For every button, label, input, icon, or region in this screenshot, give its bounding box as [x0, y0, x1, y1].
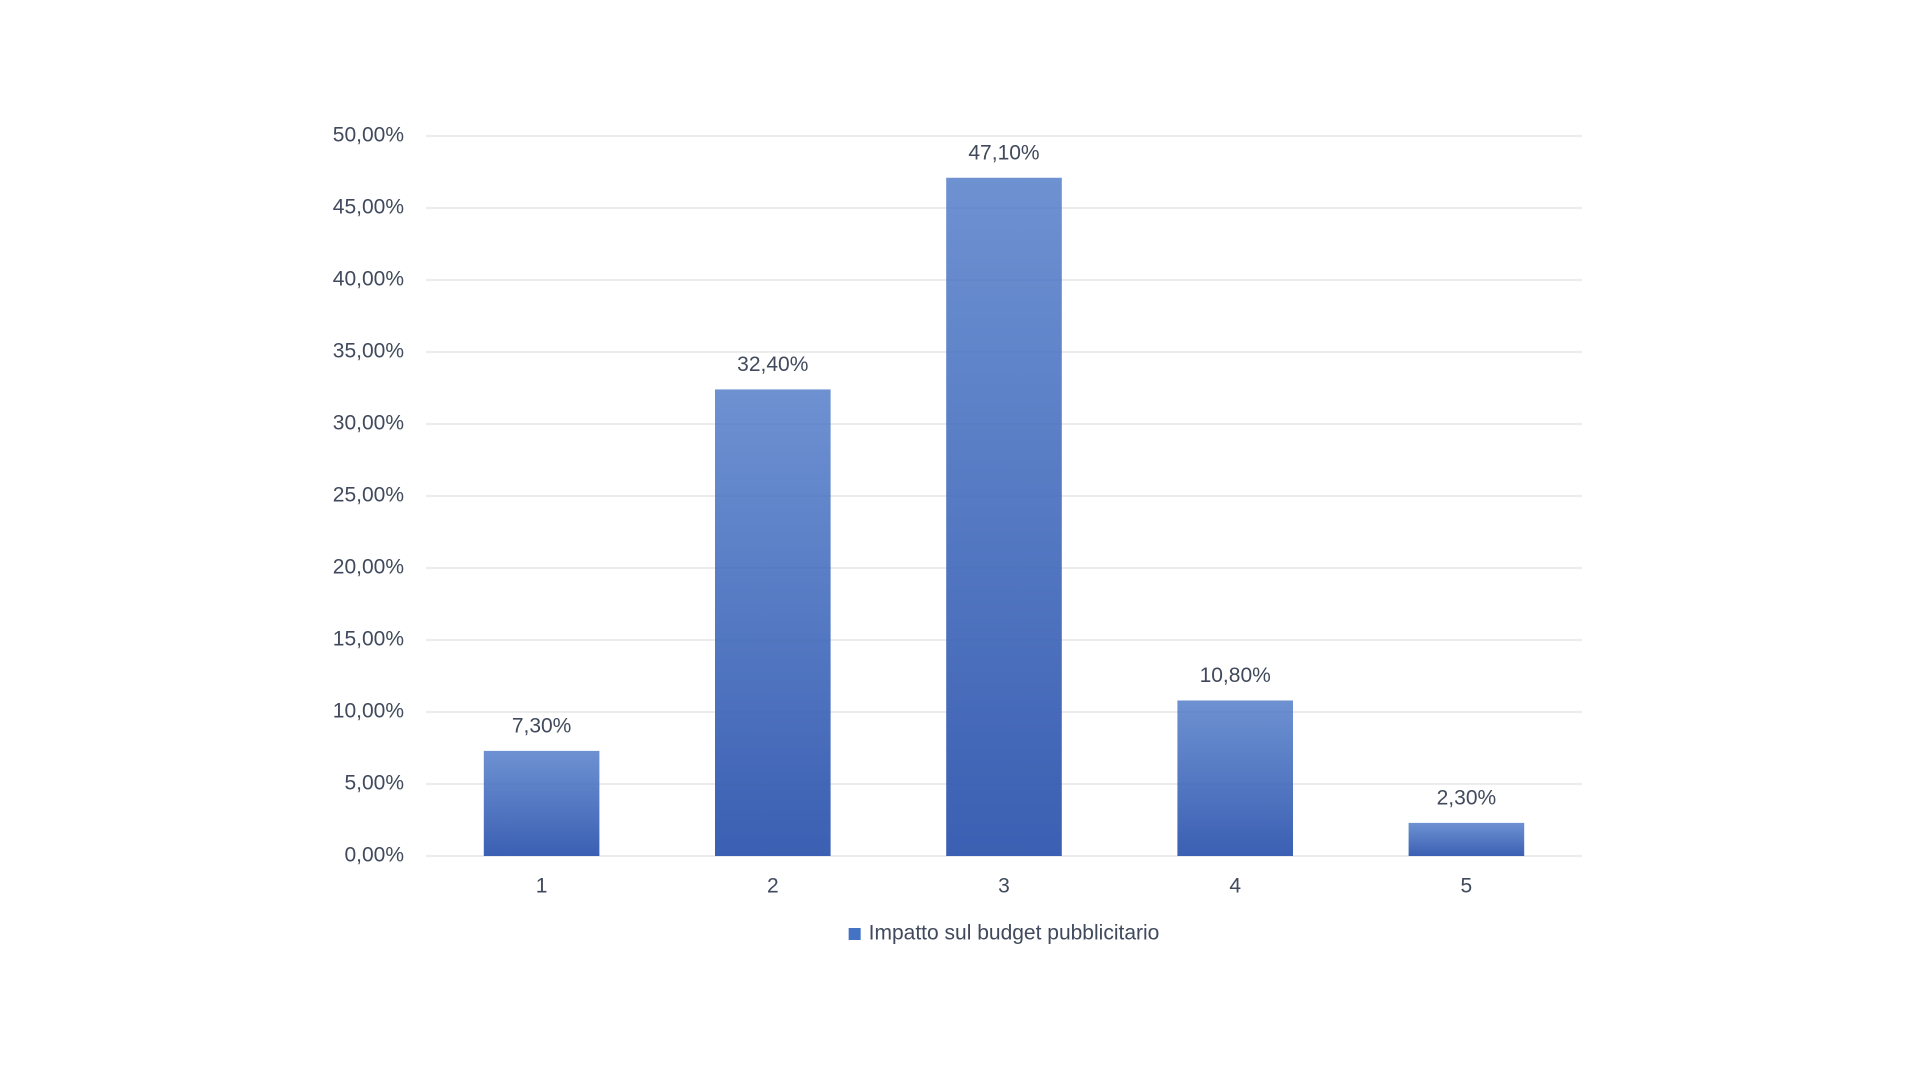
- bar: [483, 750, 600, 856]
- data-label: 47,10%: [968, 141, 1039, 164]
- data-label: 32,40%: [737, 353, 808, 376]
- x-tick-label: 4: [1229, 875, 1241, 898]
- y-tick-label: 5,00%: [344, 772, 404, 795]
- bar: [946, 177, 1062, 856]
- y-tick-label: 40,00%: [333, 268, 404, 291]
- y-tick-label: 45,00%: [333, 196, 404, 219]
- y-tick-label: 25,00%: [333, 484, 404, 507]
- bar: [1408, 822, 1525, 856]
- y-tick-label: 10,00%: [333, 700, 404, 723]
- legend-label: Impatto sul budget pubblicitario: [869, 922, 1160, 945]
- y-tick-label: 15,00%: [333, 628, 404, 651]
- data-label: 7,30%: [512, 714, 572, 737]
- y-tick-label: 30,00%: [333, 412, 404, 435]
- y-tick-label: 20,00%: [333, 556, 404, 579]
- x-tick-label: 2: [767, 875, 779, 898]
- bar: [715, 389, 831, 856]
- data-label: 2,30%: [1437, 786, 1497, 809]
- x-tick-label: 1: [536, 875, 548, 898]
- bar: [1177, 700, 1293, 856]
- data-label: 10,80%: [1200, 664, 1271, 687]
- y-tick-label: 0,00%: [344, 844, 404, 867]
- x-tick-label: 5: [1461, 875, 1473, 898]
- x-tick-label: 3: [998, 875, 1010, 898]
- y-tick-label: 35,00%: [333, 340, 404, 363]
- legend-swatch: [848, 928, 861, 940]
- y-tick-label: 50,00%: [333, 124, 404, 147]
